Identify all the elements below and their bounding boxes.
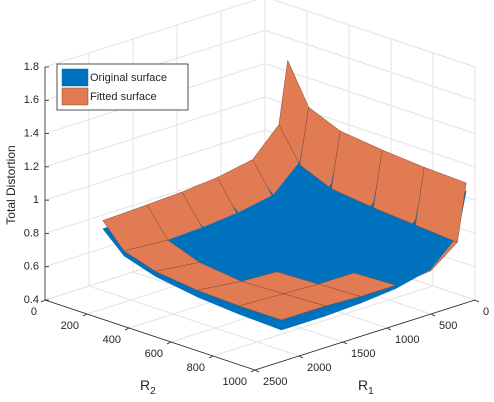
y-tick-label: 600 xyxy=(145,348,163,360)
y-axis-label-sub: 2 xyxy=(150,386,156,397)
z-tick-label: 1 xyxy=(33,194,39,206)
x-axis-label: R1 xyxy=(358,377,374,397)
y-axis-label: R2 xyxy=(140,377,156,397)
grid-line xyxy=(44,0,258,68)
y-tick xyxy=(82,313,88,317)
z-tick-label: 0.8 xyxy=(24,227,39,239)
legend-swatch xyxy=(61,68,89,87)
y-tick xyxy=(250,369,256,373)
y-axis-label-base: R xyxy=(140,377,150,393)
y-tick-label: 200 xyxy=(61,320,79,332)
surface-patch xyxy=(239,293,326,321)
x-tick xyxy=(342,341,348,345)
y-tick xyxy=(40,299,46,303)
z-tick-label: 1.2 xyxy=(24,161,39,173)
x-tick-label: 1000 xyxy=(395,334,419,346)
x-tick xyxy=(474,299,480,303)
z-tick-label: 1.8 xyxy=(24,61,39,73)
x-axis xyxy=(254,299,476,371)
legend-label: Fitted surface xyxy=(90,91,157,103)
x-tick-label: 2000 xyxy=(307,362,331,374)
z-axis-label: Total Distortion xyxy=(4,145,18,224)
x-tick-label: 2500 xyxy=(263,376,287,388)
y-tick-label: 0 xyxy=(31,306,37,318)
x-tick xyxy=(386,327,392,331)
x-tick xyxy=(298,355,304,359)
y-tick-label: 800 xyxy=(187,362,205,374)
grid-line xyxy=(44,96,266,168)
x-axis-label-sub: 1 xyxy=(368,386,374,397)
x-axis-label-base: R xyxy=(358,377,368,393)
grid-line xyxy=(44,129,266,201)
grid-line xyxy=(264,63,476,135)
y-tick-label: 1000 xyxy=(223,376,247,388)
grid-line xyxy=(212,285,434,357)
grid-line xyxy=(272,0,476,68)
y-tick xyxy=(208,355,214,359)
y-tick xyxy=(166,341,172,345)
x-tick-label: 500 xyxy=(439,320,457,332)
y-axis xyxy=(44,299,256,371)
x-tick-label: 1500 xyxy=(351,348,375,360)
surface-patch xyxy=(415,167,467,243)
legend-swatch xyxy=(61,87,89,106)
grid-line xyxy=(88,285,300,357)
z-tick-label: 1.4 xyxy=(24,127,39,139)
z-tick-label: 0.6 xyxy=(24,261,39,273)
x-tick-label: 0 xyxy=(483,306,489,318)
y-tick-label: 400 xyxy=(103,334,121,346)
x-tick xyxy=(254,369,260,373)
y-tick xyxy=(124,327,130,331)
x-tick xyxy=(430,313,436,317)
z-tick-label: 0.4 xyxy=(24,294,39,306)
z-tick-label: 1.6 xyxy=(24,94,39,106)
legend-label: Original surface xyxy=(90,72,167,84)
grid-line xyxy=(264,29,476,101)
surfaces xyxy=(102,59,467,331)
legend: Original surface Fitted surface xyxy=(56,63,189,111)
